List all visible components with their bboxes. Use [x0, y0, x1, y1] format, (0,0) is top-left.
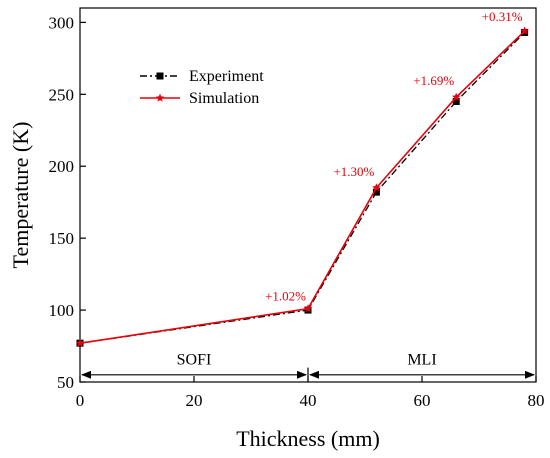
x-tick-label: 0: [76, 391, 85, 410]
legend-label: Experiment: [189, 68, 264, 85]
annotation-label: +1.69%: [413, 73, 454, 88]
legend: Experiment Simulation: [140, 68, 264, 107]
annotation-group: +1.02% +1.30% +1.69% +0.31%: [265, 9, 523, 304]
y-tick-label: 200: [49, 157, 75, 176]
y-tick-label: 300: [49, 13, 75, 32]
y-tick-label: 100: [49, 301, 75, 320]
annotation-label: +1.30%: [333, 164, 374, 179]
annotation-label: +1.02%: [265, 289, 306, 304]
x-axis: 0 20 40 60 80: [76, 376, 545, 410]
region-label: SOFI: [177, 352, 212, 369]
legend-marker: [155, 93, 165, 102]
data-point-simulation: [75, 338, 85, 347]
data-point-experiment: [372, 188, 380, 196]
x-tick-label: 60: [414, 391, 431, 410]
x-tick-label: 40: [300, 391, 317, 410]
plot-frame: [79, 7, 537, 383]
x-tick-label: 80: [528, 391, 545, 410]
y-tick-label: 150: [49, 229, 75, 248]
x-tick-label: 20: [186, 391, 203, 410]
data-point-simulation: [372, 183, 381, 192]
legend-label: Simulation: [189, 90, 259, 107]
data-point-simulation: [520, 26, 529, 35]
region-markers: SOFI MLI: [81, 352, 535, 382]
region-label: MLI: [407, 352, 436, 369]
data-point-experiment: [452, 98, 460, 105]
y-axis: 50 100 150 200 250 300: [49, 13, 86, 392]
series-group: [75, 26, 529, 347]
data-point-simulation: [451, 92, 461, 101]
data-point-simulation: [303, 304, 313, 313]
y-tick-label: 50: [57, 373, 74, 392]
y-axis-label: Temperature (K): [8, 122, 33, 269]
legend-marker: [156, 72, 164, 80]
y-tick-label: 250: [49, 85, 75, 104]
annotation-label: +0.31%: [482, 9, 523, 24]
x-axis-label: Thickness (mm): [236, 426, 380, 451]
